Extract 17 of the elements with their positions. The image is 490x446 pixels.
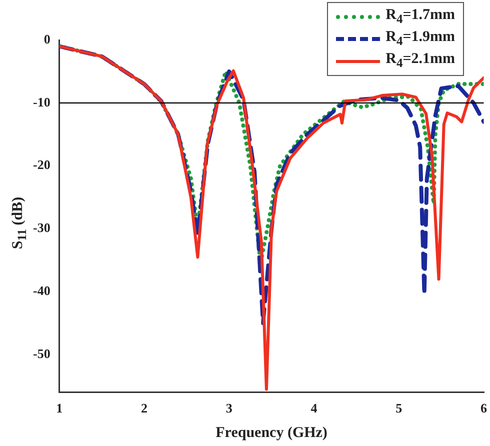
y-tick-label: -50 xyxy=(32,346,50,361)
y-tick-label: -40 xyxy=(32,283,50,298)
x-tick-label: 4 xyxy=(310,400,318,416)
y-tick-label: -30 xyxy=(32,220,50,236)
legend-label: R$_{4}$=1.7mm xyxy=(386,7,455,27)
legend-label: R$_{4}$=2.1mm xyxy=(386,51,455,71)
y-tick-label: -20 xyxy=(32,157,50,172)
x-tick-label: 1 xyxy=(56,400,63,416)
line-series xyxy=(59,44,484,326)
x-tick-label: 2 xyxy=(140,400,148,416)
x-tick-label: 5 xyxy=(396,400,403,416)
y-tick-label: 0 xyxy=(44,31,50,46)
y-tick-label: -10 xyxy=(32,94,50,110)
x-tick-label: 6 xyxy=(480,400,488,416)
x-axis-title: Frequency (GHz) xyxy=(216,424,328,441)
legend-label: R$_{4}$=1.9mm xyxy=(386,29,455,49)
x-tick-label: 3 xyxy=(226,400,233,416)
